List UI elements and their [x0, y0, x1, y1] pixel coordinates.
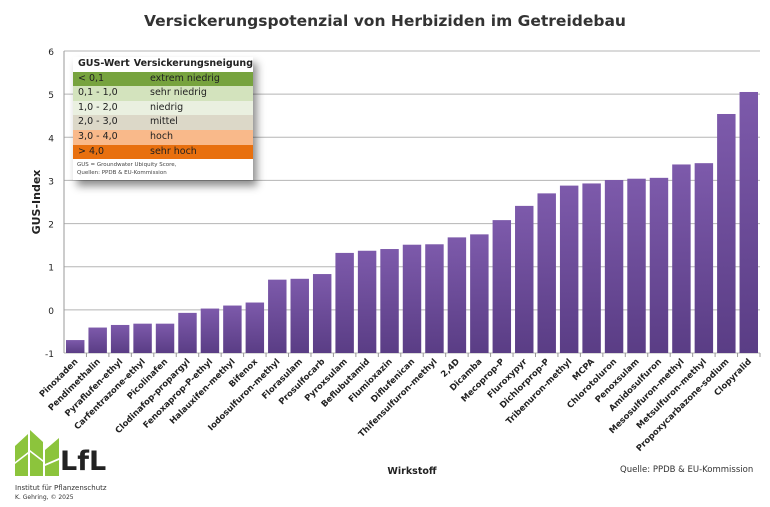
bar: [402, 244, 422, 353]
legend-row: 0,1 - 1,0 sehr niedrig: [73, 86, 253, 101]
legend-header: GUS-Wert Versickerungsneigung: [73, 57, 253, 72]
bar: [537, 193, 556, 353]
legend-label: mittel: [150, 116, 178, 128]
y-tick-label: 5: [48, 91, 54, 101]
y-tick-label: 0: [48, 307, 54, 317]
legend-range: > 4,0: [78, 145, 105, 157]
bar: [200, 308, 220, 353]
legend-note-gus: GUS = Groundwater Ubiquity Score,: [77, 162, 177, 169]
legend-row: < 0,1 extrem niedrig: [73, 71, 253, 87]
legend-row: 1,0 - 2,0 niedrig: [73, 100, 253, 116]
bar: [335, 252, 354, 353]
legend-range: 2,0 - 3,0: [78, 116, 118, 128]
legend-range: < 0,1: [78, 72, 105, 84]
gus-legend-table: GUS-Wert Versickerungsneigung < 0,1 extre…: [73, 57, 253, 181]
bar: [155, 323, 175, 353]
y-tick-label: -1: [45, 350, 54, 360]
legend-note: GUS = Groundwater Ubiquity Score, Quelle…: [73, 159, 253, 180]
legend-header-gus: GUS-Wert: [78, 58, 130, 69]
y-tick-label: 2: [48, 221, 54, 231]
bar: [312, 274, 332, 353]
bar: [604, 179, 624, 353]
bar: [178, 312, 197, 353]
y-tick-label: 6: [48, 48, 54, 58]
bar: [88, 327, 107, 353]
legend-label: niedrig: [150, 101, 184, 113]
bar: [672, 164, 691, 353]
bar: [290, 278, 309, 353]
bar: [627, 178, 646, 353]
bar: [380, 249, 399, 353]
bar: [470, 234, 489, 353]
bar: [739, 91, 758, 353]
legend-label: hoch: [150, 130, 174, 142]
bar: [717, 113, 736, 353]
y-tick-label: 3: [48, 177, 54, 187]
lfl-logo-icon: [15, 430, 59, 476]
bar: [245, 302, 265, 353]
y-tick-label: 1: [48, 264, 54, 274]
legend-range: 1,0 - 2,0: [78, 101, 118, 113]
bar: [268, 279, 287, 353]
bar: [110, 324, 130, 353]
logo-text: LfL: [60, 446, 107, 477]
bar: [223, 305, 242, 353]
author-credit: K. Gehring, © 2025: [15, 494, 74, 501]
legend-header-tendency: Versickerungsneigung: [133, 58, 253, 69]
chart-title: Versickerungspotenzial von Herbiziden im…: [144, 12, 626, 30]
bar: [649, 177, 669, 353]
legend-range: 0,1 - 1,0: [78, 87, 118, 99]
bar: [66, 340, 85, 353]
y-axis-label: GUS-Index: [30, 170, 43, 235]
bar: [559, 185, 579, 353]
bar: [515, 205, 534, 353]
institute-name: Institut für Pflanzenschutz: [15, 484, 107, 492]
legend-note-sources: Quellen: PPDB & EU-Kommission: [77, 170, 167, 177]
source-note: Quelle: PPDB & EU-Kommission: [620, 465, 754, 475]
bar: [492, 220, 512, 353]
legend-row: 3,0 - 4,0 hoch: [73, 129, 253, 145]
bar: [694, 163, 714, 353]
legend-label: sehr hoch: [150, 145, 197, 157]
bar: [582, 183, 601, 353]
legend-row: 2,0 - 3,0 mittel: [73, 115, 253, 130]
bar: [425, 244, 444, 353]
bar: [357, 250, 377, 353]
bar: [133, 323, 152, 353]
legend-row: > 4,0 sehr hoch: [73, 144, 253, 160]
bar: [447, 237, 467, 353]
legend-range: 3,0 - 4,0: [78, 130, 118, 142]
y-tick-label: 4: [48, 134, 54, 144]
legend-label: extrem niedrig: [150, 72, 220, 84]
x-axis-label: Wirkstoff: [387, 466, 436, 477]
legend-label: sehr niedrig: [150, 87, 207, 99]
